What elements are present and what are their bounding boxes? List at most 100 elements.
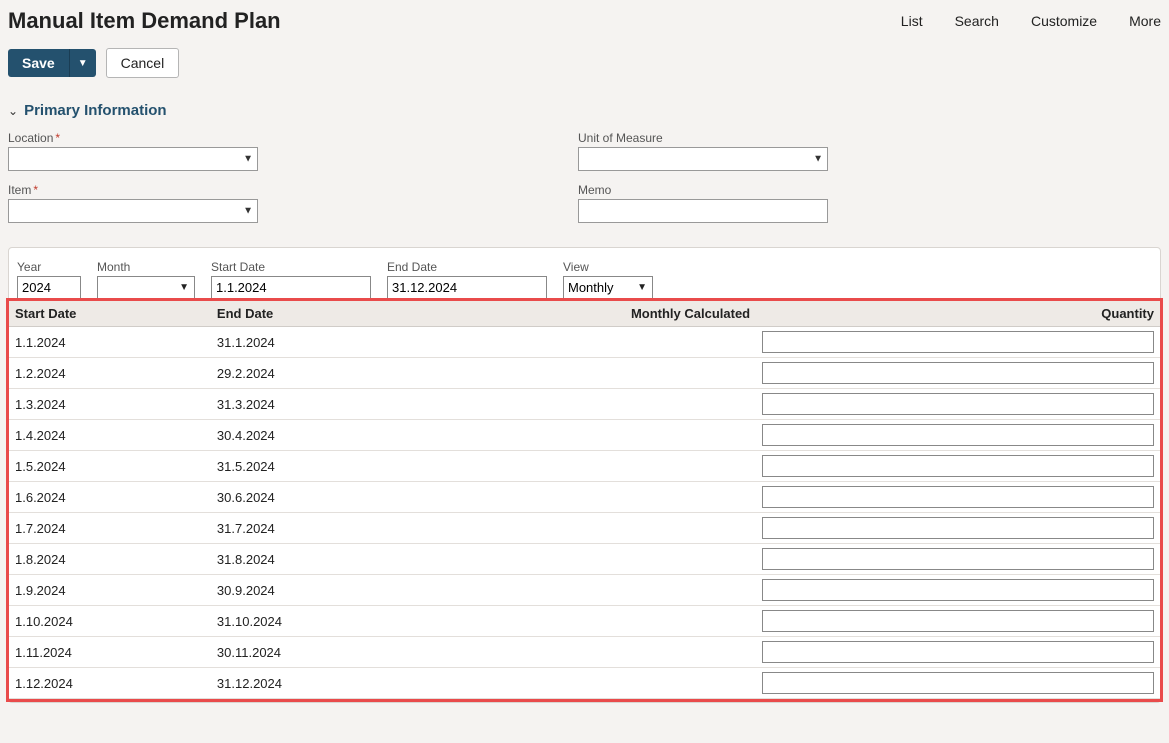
quantity-input[interactable] <box>762 517 1154 539</box>
cell-end: 31.10.2024 <box>211 606 564 637</box>
quantity-input[interactable] <box>762 331 1154 353</box>
cell-end: 29.2.2024 <box>211 358 564 389</box>
cell-calc <box>564 358 756 389</box>
table-body: 1.1.202431.1.20241.2.202429.2.20241.3.20… <box>9 327 1160 699</box>
cell-calc <box>564 637 756 668</box>
link-list[interactable]: List <box>901 13 923 29</box>
quantity-input[interactable] <box>762 641 1154 663</box>
cell-start: 1.11.2024 <box>9 637 211 668</box>
quantity-input[interactable] <box>762 610 1154 632</box>
table-row: 1.7.202431.7.2024 <box>9 513 1160 544</box>
start-date-input[interactable] <box>211 276 371 298</box>
table-row: 1.9.202430.9.2024 <box>9 575 1160 606</box>
item-select[interactable]: ▼ <box>8 199 258 223</box>
cell-start: 1.3.2024 <box>9 389 211 420</box>
cell-calc <box>564 606 756 637</box>
unit-label: Unit of Measure <box>578 131 1148 145</box>
col-start: Start Date <box>9 301 211 327</box>
cell-start: 1.12.2024 <box>9 668 211 699</box>
view-input[interactable] <box>563 276 653 298</box>
memo-label: Memo <box>578 183 1148 197</box>
required-asterisk: * <box>53 131 60 145</box>
field-memo: Memo <box>578 183 1148 223</box>
chevron-down-icon: ⌄ <box>8 104 18 118</box>
col-qty: Quantity <box>756 301 1160 327</box>
cell-end: 31.8.2024 <box>211 544 564 575</box>
memo-input[interactable] <box>578 199 828 223</box>
quantity-input[interactable] <box>762 548 1154 570</box>
cell-calc <box>564 668 756 699</box>
cell-qty <box>756 544 1160 575</box>
quantity-input[interactable] <box>762 486 1154 508</box>
quantity-input[interactable] <box>762 424 1154 446</box>
caret-down-icon: ▼ <box>243 206 253 217</box>
quantity-input[interactable] <box>762 455 1154 477</box>
quantity-input[interactable] <box>762 393 1154 415</box>
cell-qty <box>756 482 1160 513</box>
link-more[interactable]: More <box>1129 13 1161 29</box>
item-label-text: Item <box>8 183 31 197</box>
cell-calc <box>564 482 756 513</box>
caret-down-icon: ▼ <box>813 154 823 165</box>
cell-end: 30.11.2024 <box>211 637 564 668</box>
cell-qty <box>756 513 1160 544</box>
cell-calc <box>564 389 756 420</box>
demand-panel: Year Month ▼ Start Date End Date View ▼ <box>8 247 1161 703</box>
cell-qty <box>756 327 1160 358</box>
filter-start-date: Start Date <box>211 260 371 298</box>
table-row: 1.5.202431.5.2024 <box>9 451 1160 482</box>
cell-qty <box>756 358 1160 389</box>
month-select[interactable]: ▼ <box>97 276 195 298</box>
cell-end: 30.9.2024 <box>211 575 564 606</box>
caret-down-icon: ▼ <box>78 58 88 69</box>
cell-qty <box>756 668 1160 699</box>
cell-calc <box>564 327 756 358</box>
view-select[interactable]: ▼ <box>563 276 653 298</box>
cell-end: 31.12.2024 <box>211 668 564 699</box>
year-input[interactable] <box>17 276 81 298</box>
link-customize[interactable]: Customize <box>1031 13 1097 29</box>
cell-start: 1.8.2024 <box>9 544 211 575</box>
cell-calc <box>564 544 756 575</box>
quantity-input[interactable] <box>762 672 1154 694</box>
section-toggle[interactable]: ⌄ Primary Information <box>8 102 1161 119</box>
highlight-frame: Start Date End Date Monthly Calculated Q… <box>6 298 1163 702</box>
cell-qty <box>756 389 1160 420</box>
field-unit: Unit of Measure ▼ <box>578 131 1148 171</box>
header-actions: Save ▼ Cancel <box>8 48 1161 78</box>
location-select[interactable]: ▼ <box>8 147 258 171</box>
location-label-text: Location <box>8 131 53 145</box>
unit-select[interactable]: ▼ <box>578 147 828 171</box>
cell-qty <box>756 420 1160 451</box>
save-dropdown-button[interactable]: ▼ <box>69 49 96 77</box>
cell-end: 30.6.2024 <box>211 482 564 513</box>
field-item: Item* ▼ <box>8 183 578 223</box>
cancel-button[interactable]: Cancel <box>106 48 180 78</box>
cell-calc <box>564 513 756 544</box>
cell-qty <box>756 451 1160 482</box>
filter-row: Year Month ▼ Start Date End Date View ▼ <box>17 260 1152 298</box>
location-label: Location* <box>8 131 578 145</box>
save-button[interactable]: Save <box>8 49 69 77</box>
page-title: Manual Item Demand Plan <box>8 8 281 34</box>
section-title: Primary Information <box>24 102 167 119</box>
quantity-input[interactable] <box>762 362 1154 384</box>
demand-table: Start Date End Date Monthly Calculated Q… <box>9 301 1160 699</box>
link-search[interactable]: Search <box>955 13 999 29</box>
cell-calc <box>564 451 756 482</box>
filter-view: View ▼ <box>563 260 653 298</box>
month-input[interactable] <box>97 276 195 298</box>
item-label: Item* <box>8 183 578 197</box>
cell-start: 1.10.2024 <box>9 606 211 637</box>
header-links: List Search Customize More <box>901 13 1161 29</box>
table-row: 1.3.202431.3.2024 <box>9 389 1160 420</box>
table-row: 1.10.202431.10.2024 <box>9 606 1160 637</box>
end-date-input[interactable] <box>387 276 547 298</box>
quantity-input[interactable] <box>762 579 1154 601</box>
table-row: 1.8.202431.8.2024 <box>9 544 1160 575</box>
cell-end: 31.7.2024 <box>211 513 564 544</box>
save-button-group: Save ▼ <box>8 49 96 77</box>
cell-start: 1.5.2024 <box>9 451 211 482</box>
table-row: 1.11.202430.11.2024 <box>9 637 1160 668</box>
filter-end-date: End Date <box>387 260 547 298</box>
